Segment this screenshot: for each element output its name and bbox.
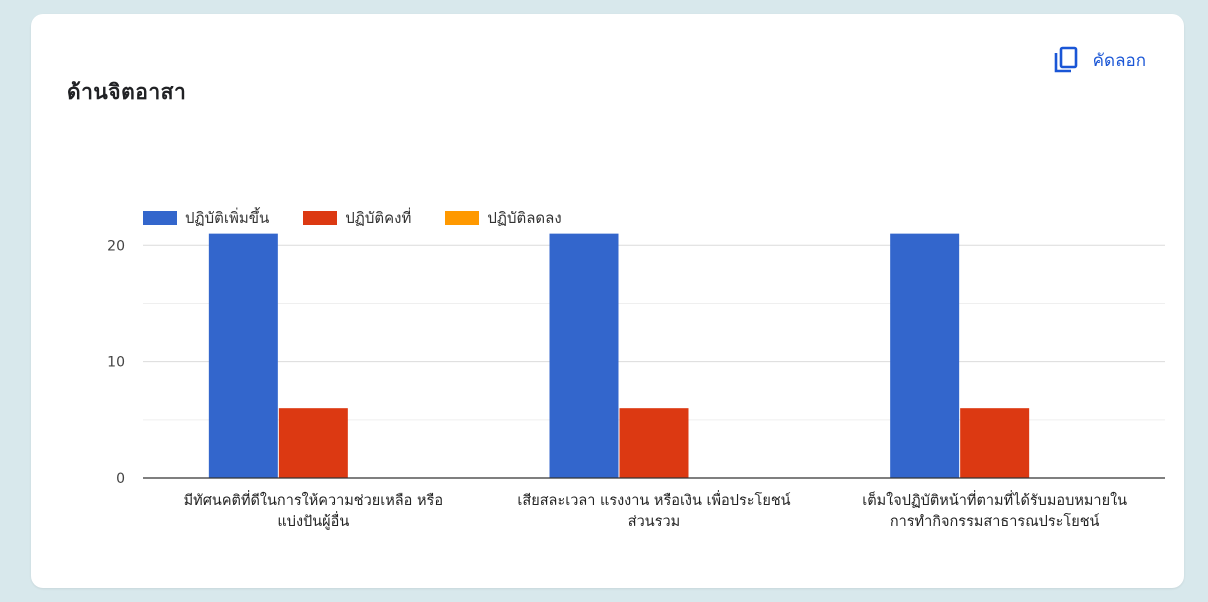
bar-1-cat-2 xyxy=(549,233,619,478)
legend-label-decrease: ปฏิบัติลดลง xyxy=(487,209,562,227)
y-tick-label: 10 xyxy=(107,355,125,371)
copy-button[interactable]: คัดลอก xyxy=(1053,46,1146,74)
y-tick-label: 20 xyxy=(107,238,125,254)
bar-1-cat-1 xyxy=(208,233,278,478)
bar-1-cat-3 xyxy=(890,233,960,478)
copy-icon xyxy=(1054,46,1077,73)
legend-item-decrease: ปฏิบัติลดลง xyxy=(445,206,562,230)
chart-legend: ปฏิบัติเพิ่มขึ้น ปฏิบัติคงที่ ปฏิบัติลดล… xyxy=(143,206,562,230)
x-category-label: เสียสละเวลา แรงงาน หรือเงิน เพื่อประโยชน… xyxy=(517,490,790,509)
x-category-label: เต็มใจปฏิบัติหน้าที่ตามที่ได้รับมอบหมายใ… xyxy=(862,490,1127,509)
bar-2-cat-3 xyxy=(960,408,1030,478)
x-category-label: การทำกิจกรรมสาธารณประโยชน์ xyxy=(890,512,1100,530)
chart-title: ด้านจิตอาสา xyxy=(67,80,187,104)
legend-label-constant: ปฏิบัติคงที่ xyxy=(345,209,412,227)
x-category-label: แบ่งปันผู้อื่น xyxy=(277,511,349,530)
bar-2-cat-2 xyxy=(619,408,689,478)
legend-item-increase: ปฏิบัติเพิ่มขึ้น xyxy=(143,206,269,230)
legend-item-constant: ปฏิบัติคงที่ xyxy=(303,206,411,230)
legend-swatch-decrease xyxy=(445,211,480,225)
chart-card: ด้านจิตอาสา คัดลอก ปฏิบัติเพิ่มขึ้น ปฏิบ… xyxy=(31,14,1184,588)
copy-label: คัดลอก xyxy=(1092,50,1146,71)
x-category-label: มีทัศนคติที่ดีในการให้ความช่วยเหลือ หรือ xyxy=(184,490,443,509)
bar-2-cat-1 xyxy=(278,408,348,478)
legend-swatch-increase xyxy=(143,211,177,225)
legend-swatch-constant xyxy=(303,211,338,225)
bar-chart: 0 10 20 มีทัศนคติที่ดีในการให้ความช่วยเหลือ… xyxy=(107,233,1165,530)
legend-label-increase: ปฏิบัติเพิ่มขึ้น xyxy=(185,209,270,227)
y-tick-label: 0 xyxy=(116,471,125,487)
x-category-label: ส่วนรวม xyxy=(628,514,680,530)
